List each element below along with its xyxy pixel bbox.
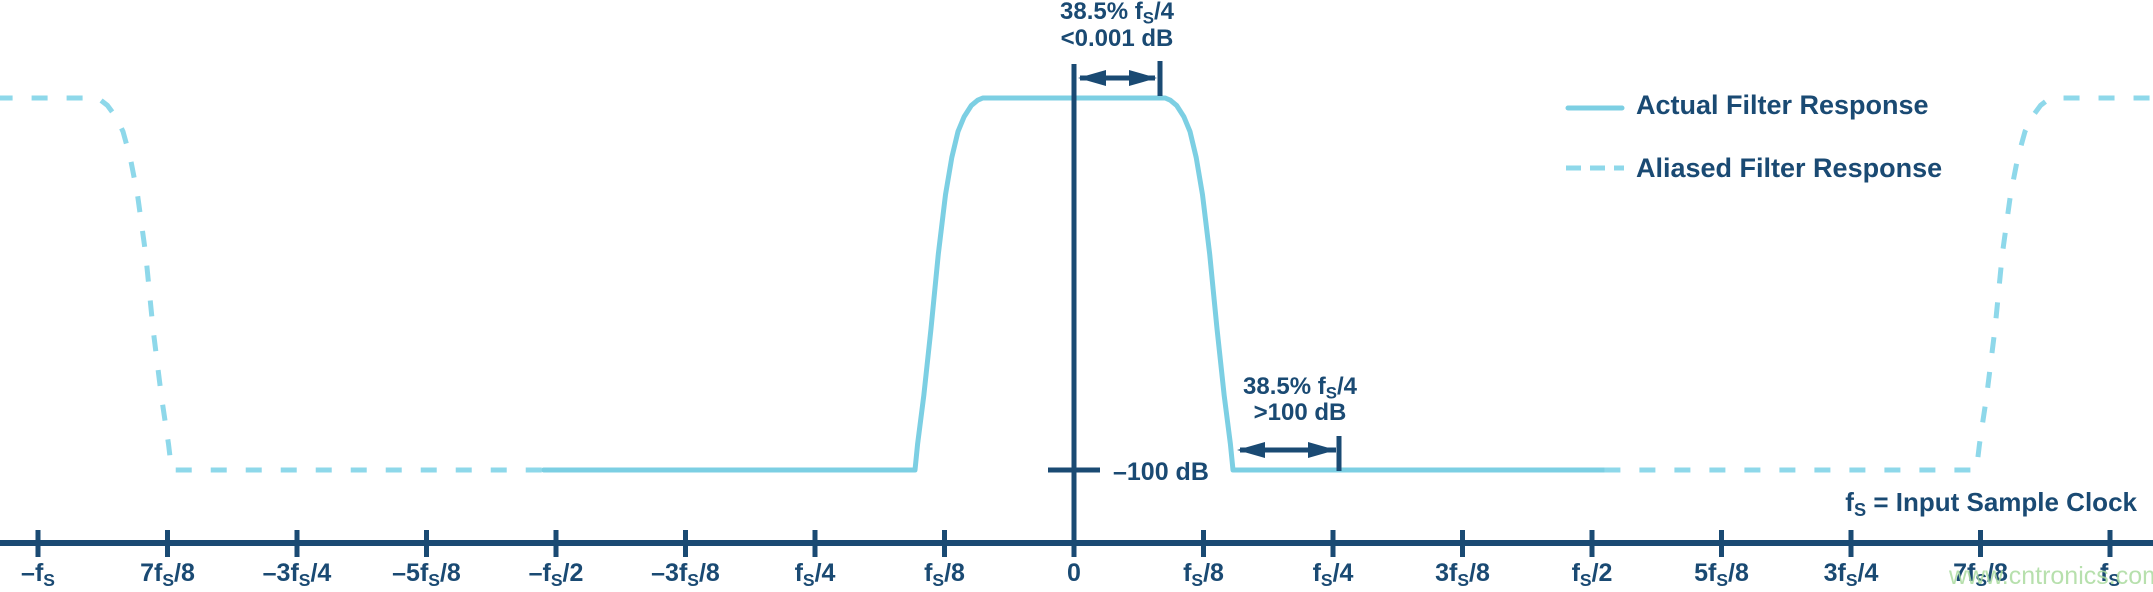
x-tick-label: –3fS/4 [262, 559, 332, 590]
subscript-s: S [687, 569, 699, 590]
subscript-s: S [1191, 569, 1204, 590]
stopband-arrow-head-right-icon [1308, 442, 1336, 458]
subscript-s: S [162, 569, 175, 590]
x-tick-label: –3fS/8 [651, 559, 720, 590]
x-tick-label: fS/4 [794, 559, 836, 590]
legend-label-aliased: Aliased Filter Response [1636, 153, 1943, 183]
stopband-arrow-head-left-icon [1237, 442, 1265, 458]
passband-annotation: 38.5% fS/4 <0.001 dB [1060, 0, 1174, 52]
x-tick-label: –fS [21, 559, 55, 590]
passband-arrow-head-left-icon [1078, 70, 1106, 86]
subscript-s: S [1325, 383, 1337, 403]
subscript-s: S [1975, 569, 1988, 590]
passband-arrow-head-right-icon [1129, 70, 1157, 86]
subscript-s: S [932, 569, 945, 590]
stopband-annotation-width-label: 38.5% fS/4 [1243, 373, 1357, 403]
annotation-arrows [1078, 61, 1342, 471]
sample-clock-note: fS = Input Sample Clock [1845, 487, 2137, 521]
x-tick-label: 7fS/8 [140, 559, 195, 590]
x-tick-label: –fS/2 [528, 559, 584, 590]
subscript-s: S [1142, 8, 1154, 28]
x-tick-label: 5fS/8 [1694, 559, 1749, 590]
x-tick-label: fS/8 [1183, 559, 1224, 590]
stopband-annotation-attenuation-label: >100 dB [1253, 399, 1347, 426]
x-tick-label: fS/8 [924, 559, 965, 590]
subscript-s: S [428, 569, 440, 590]
subscript-s: S [802, 569, 815, 590]
x-tick-label: 3fS/4 [1823, 559, 1879, 590]
x-tick-label: 7fS/8 [1953, 559, 2008, 590]
legend-label-actual: Actual Filter Response [1636, 90, 1929, 120]
subscript-s: S [2108, 569, 2121, 590]
x-tick-label: –5fS/8 [392, 559, 461, 590]
legend-swatches [1565, 105, 1625, 171]
watermark: www.cntronics.com [1949, 562, 2153, 590]
x-tick-label: 3fS/8 [1435, 559, 1490, 590]
x-tick-label: fS [2099, 559, 2121, 590]
axis-layer [0, 64, 2153, 557]
subscript-s: S [1320, 569, 1333, 590]
subscript-s: S [1579, 569, 1592, 590]
aliased-filter-response-curve [1604, 95, 2152, 473]
passband-annotation-ripple-label: <0.001 dB [1060, 25, 1174, 52]
subscript-s: S [1457, 569, 1470, 590]
subscript-s: S [1845, 569, 1858, 590]
attenuation-level-label: –100 dB [1113, 458, 1209, 486]
subscript-s: S [550, 569, 563, 590]
x-tick-label: 0 [1067, 559, 1081, 587]
x-tick-label: fS/2 [1571, 559, 1613, 590]
x-tick-label: fS/4 [1312, 559, 1354, 590]
subscript-s: S [1716, 569, 1729, 590]
subscript-s: S [1853, 500, 1867, 521]
stopband-annotation: 38.5% fS/4 >100 dB [1243, 374, 1357, 426]
aliased-filter-response-curve [0, 95, 544, 473]
subscript-s: S [298, 569, 311, 590]
passband-annotation-width-label: 38.5% fS/4 [1060, 0, 1174, 28]
subscript-s: S [43, 569, 55, 590]
